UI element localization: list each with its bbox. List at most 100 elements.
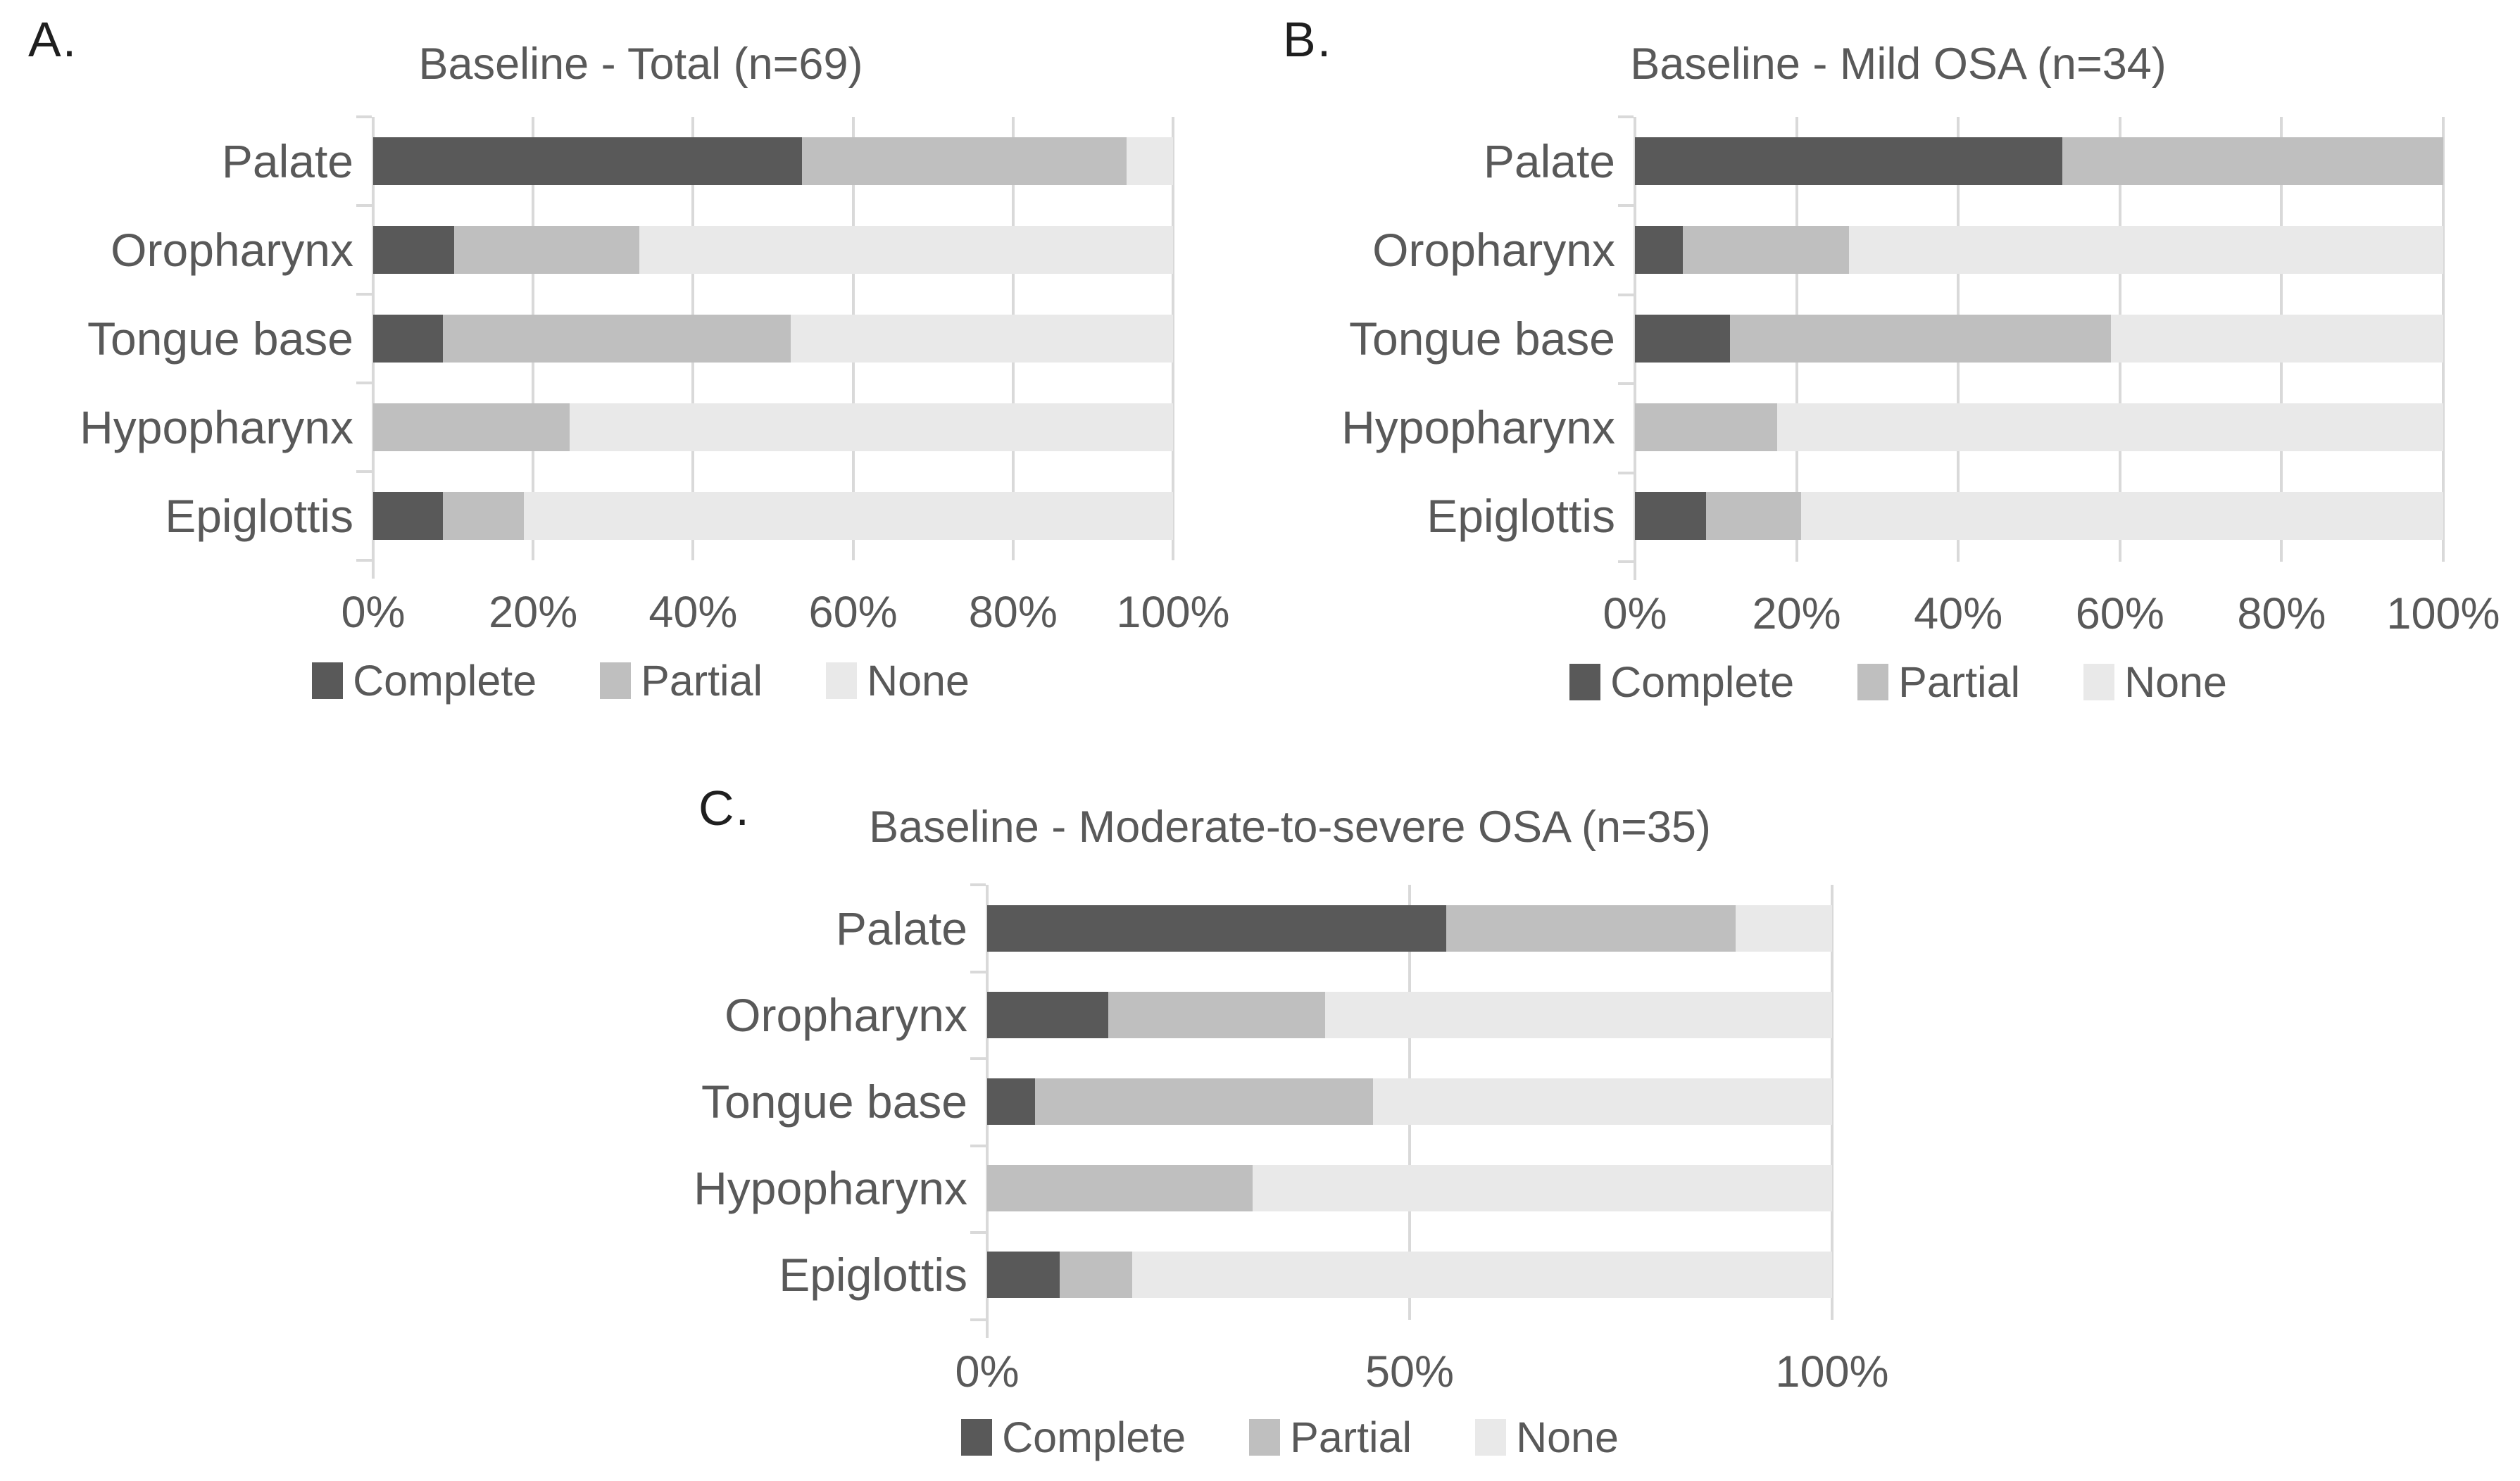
x-tick-label-0pct: 0% — [955, 1347, 1020, 1397]
bar-segment-complete — [987, 991, 1108, 1038]
bar-segment-none — [790, 315, 1173, 363]
bar-row-tongue-base — [987, 1058, 1832, 1145]
stacked-bar — [1635, 403, 2443, 451]
legend-swatch-none — [1475, 1419, 1507, 1456]
y-axis-tick — [970, 1057, 986, 1061]
bar-row-hypopharynx — [1635, 383, 2443, 472]
category-label-oropharynx: Oropharynx — [725, 988, 967, 1041]
stacked-bar — [987, 1164, 1832, 1211]
x-tick-label-40pct: 40% — [1914, 589, 2003, 638]
bar-row-epiglottis — [373, 472, 1173, 560]
bar-segment-partial — [442, 315, 791, 363]
panel-baseline-total: A. Baseline - Total (n=69) Palate Orophar… — [28, 11, 1253, 705]
bar-segment-complete — [1635, 226, 1683, 274]
legend-label-complete: Complete — [1002, 1413, 1186, 1461]
y-axis-tick — [1618, 204, 1634, 208]
legend-item-complete: Complete — [961, 1413, 1186, 1462]
legend-item-none: None — [2083, 657, 2227, 707]
bar-segment-partial — [1060, 1251, 1133, 1298]
y-axis-tick — [356, 470, 372, 473]
x-tick-label-50pct: 50% — [1365, 1347, 1455, 1397]
plot-area — [356, 115, 1174, 579]
x-tick-label-100pct: 100% — [1116, 588, 1230, 637]
legend-swatch-none — [2083, 664, 2115, 700]
plot-wrap: 0% 50% 100% Complete Partial None — [955, 883, 1889, 1462]
category-label-palate: Palate — [221, 135, 353, 187]
stacked-bar — [373, 315, 1173, 363]
bar-segment-none — [1849, 226, 2443, 274]
bar-segment-none — [1132, 1251, 1832, 1298]
y-axis-tick — [970, 1318, 986, 1321]
legend: Complete Partial None — [28, 656, 1253, 705]
bar-segment-partial — [1730, 315, 2112, 363]
stacked-bar — [987, 1251, 1832, 1298]
bar-segment-none — [1252, 1164, 1832, 1211]
panel-letter-a: A. — [28, 12, 78, 67]
bar-segment-partial — [801, 137, 1127, 185]
category-label-palate: Palate — [835, 902, 967, 954]
legend-label-complete: Complete — [1610, 658, 1795, 706]
bar-segment-none — [1373, 1078, 1832, 1125]
bar-segment-partial — [1108, 991, 1325, 1038]
bar-segment-partial — [1446, 905, 1736, 952]
x-tick-label-40pct: 40% — [648, 588, 738, 637]
panel-letter-c: C. — [698, 781, 751, 836]
plot-area — [1618, 115, 2445, 580]
y-axis-tick — [1618, 382, 1634, 386]
legend-label-partial: Partial — [1898, 658, 2021, 706]
legend-label-partial: Partial — [1290, 1413, 1412, 1461]
stacked-bar — [1635, 315, 2443, 363]
bar-segment-partial — [373, 403, 570, 451]
legend-swatch-none — [826, 662, 858, 699]
bar-segment-complete — [1635, 315, 1731, 363]
stacked-bar — [373, 137, 1173, 185]
plot-wrap: 0% 20% 40% 60% 80% 100% Complete Partial None — [312, 115, 1230, 705]
x-tick-label-0pct: 0% — [341, 588, 406, 637]
category-label-hypopharynx: Hypopharynx — [80, 401, 353, 453]
category-label-palate: Palate — [1483, 135, 1615, 187]
legend-swatch-complete — [1569, 664, 1601, 700]
bar-segment-partial — [442, 492, 524, 540]
bar-segment-none — [523, 492, 1173, 540]
y-axis-tick — [1618, 115, 1634, 118]
y-axis-tick — [1618, 471, 1634, 474]
plot-wrap: 0% 20% 40% 60% 80% 100% Complete Partial None — [1569, 115, 2500, 707]
legend-item-partial: Partial — [1857, 657, 2020, 707]
legend-swatch-partial — [1857, 664, 1889, 700]
legend-item-partial: Partial — [1249, 1413, 1412, 1462]
chart-body-b: Palate Oropharynx Tongue base Hypopharynx Ep… — [1283, 115, 2514, 707]
gridline-100 — [1172, 117, 1174, 560]
x-tick-label-60pct: 60% — [808, 588, 898, 637]
legend-label-partial: Partial — [641, 657, 763, 705]
stacked-bar — [373, 492, 1173, 540]
bar-row-epiglottis — [1635, 472, 2443, 560]
chart-title-a: Baseline - Total (n=69) — [418, 39, 863, 89]
legend-swatch-partial — [600, 662, 632, 699]
bar-segment-complete — [1635, 492, 1707, 540]
plot-area — [970, 883, 1833, 1338]
category-label-oropharynx: Oropharynx — [111, 224, 353, 276]
bar-segment-none — [2111, 315, 2443, 363]
bar-segment-partial — [1682, 226, 1850, 274]
category-label-tongue-base: Tongue base — [701, 1075, 967, 1128]
category-label-tongue-base: Tongue base — [87, 313, 353, 365]
bar-segment-none — [1736, 905, 1832, 952]
category-label-tongue-base: Tongue base — [1349, 313, 1615, 365]
x-tick-label-60pct: 60% — [2075, 589, 2164, 638]
category-axis: Palate Oropharynx Tongue base Hypopharynx Ep… — [677, 885, 987, 1462]
y-axis-tick — [970, 970, 986, 973]
bar-segment-none — [570, 403, 1173, 451]
x-tick-label-80pct: 80% — [968, 588, 1058, 637]
bar-segment-none — [1801, 492, 2443, 540]
y-axis-tick — [1618, 560, 1634, 563]
y-axis-tick — [356, 559, 372, 562]
x-tick-label-80pct: 80% — [2237, 589, 2326, 638]
gridline-100 — [2442, 117, 2445, 562]
y-axis-tick — [1618, 293, 1634, 296]
bar-segment-none — [1127, 137, 1173, 185]
y-axis-tick — [356, 115, 372, 118]
bar-segment-none — [1324, 991, 1832, 1038]
legend: Complete Partial None — [1283, 657, 2514, 707]
stacked-bar — [1635, 226, 2443, 274]
y-axis-tick — [356, 293, 372, 296]
